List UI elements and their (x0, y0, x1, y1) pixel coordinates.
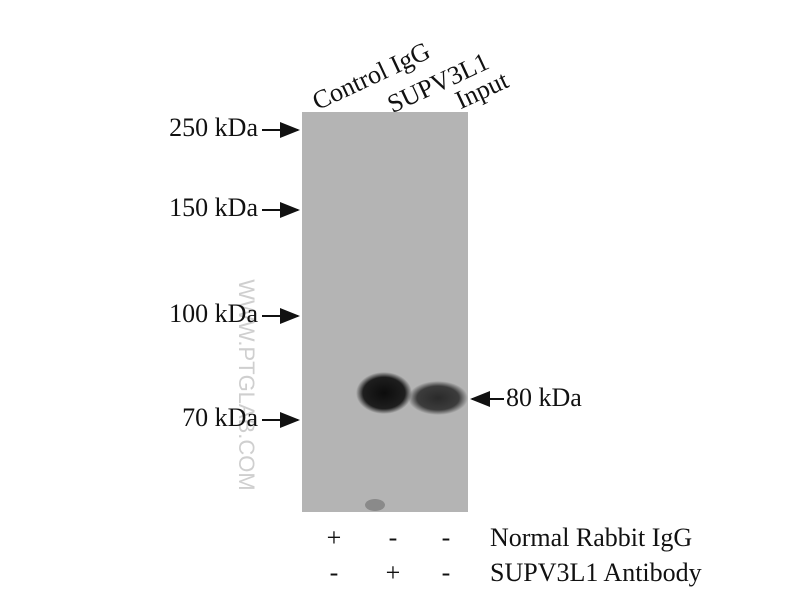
markers: 250 kDa 150 kDa 100 kDa 70 kDa (169, 113, 300, 432)
condition-label: SUPV3L1 Antibody (490, 558, 702, 587)
smear (365, 499, 385, 511)
sign: - (442, 558, 451, 587)
band (408, 381, 468, 415)
watermark: WWW.PTGLAB.COM (234, 279, 259, 490)
marker-label: 150 kDa (169, 193, 258, 222)
sign: + (386, 558, 401, 587)
band-label: 80 kDa (506, 383, 582, 412)
marker-label: 250 kDa (169, 113, 258, 142)
conditions-table: + - - Normal Rabbit IgG - + - SUPV3L1 An… (327, 523, 702, 587)
sign: + (327, 523, 342, 552)
sign: - (389, 523, 398, 552)
condition-label: Normal Rabbit IgG (490, 523, 692, 552)
marker-label: 70 kDa (182, 403, 258, 432)
sign: - (330, 558, 339, 587)
marker-label: 100 kDa (169, 299, 258, 328)
sign: - (442, 523, 451, 552)
band (356, 372, 412, 414)
blot-membrane (302, 112, 468, 512)
